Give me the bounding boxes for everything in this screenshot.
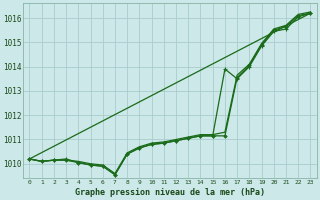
X-axis label: Graphe pression niveau de la mer (hPa): Graphe pression niveau de la mer (hPa) xyxy=(75,188,265,197)
